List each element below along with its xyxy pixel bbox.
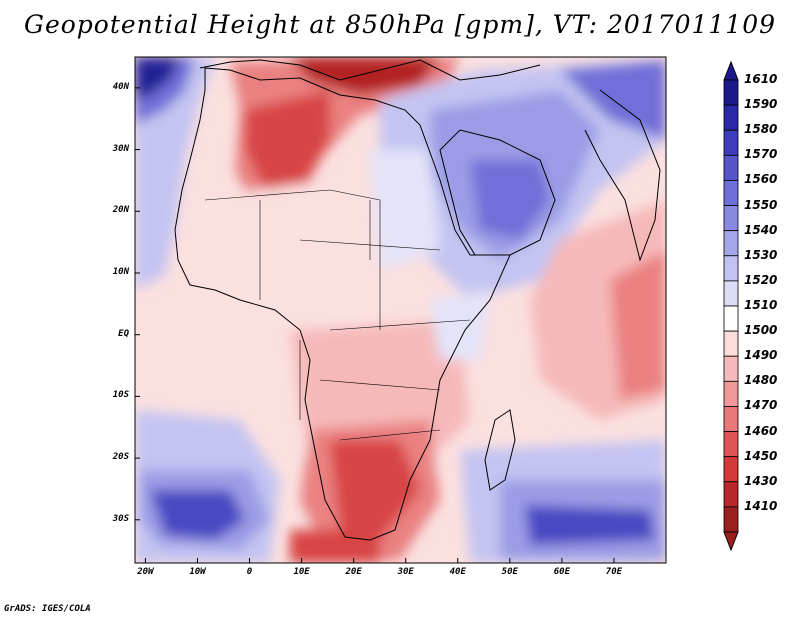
colorbar-segment [723,129,739,156]
colorbar-label: 1510 [744,298,778,312]
colorbar-label: 1450 [744,448,778,463]
colorbar-segment [723,506,739,533]
colorbar-segment [723,280,739,307]
lat-label: 20S [112,452,129,463]
height-field [135,57,666,563]
lon-label: 10W [189,567,206,577]
colorbar-segment [723,456,739,483]
lon-label: 70E [605,567,623,577]
colorbar-segment [723,180,739,206]
lon-label: 50E [501,567,518,577]
field-southern-darkred [330,440,420,540]
colorbar-label: 1560 [744,172,778,187]
africa-coastline [174,67,511,541]
colorbar-label: 1550 [744,197,778,212]
lon-label: 30E [397,567,414,577]
lat-label: 10N [112,266,129,277]
field-sindian-navy [525,505,655,545]
field-satlantic-navy [150,490,245,540]
colorbar-segment [723,380,739,407]
lat-label: 30S [112,513,129,524]
colorbar-bottom-arrow [723,531,739,552]
colorbar-label: 1480 [744,373,778,388]
colorbar-label: 1610 [744,72,778,86]
lat-label: 20N [112,205,129,216]
colorbar-label: 1410 [744,498,778,513]
lat-label: EQ [118,328,129,339]
colorbar-label: 1590 [744,97,778,112]
colorbar-segment [723,205,739,232]
colorbar-label: 1490 [744,348,778,363]
colorbar-segment [723,255,739,282]
lon-label: 20W [137,567,154,577]
borders [204,189,471,441]
map-title: Geopotential Height at 850hPa [gpm], VT:… [23,10,777,39]
field-nw-navy [135,57,180,100]
colorbar-label: 1460 [744,423,778,438]
colorbar-segment [723,431,739,458]
plot-frame [134,56,667,564]
lon-label: 0 [246,567,253,577]
lat-label: 10S [112,390,129,401]
colorbar-label: 1470 [744,398,778,413]
madagascar-coastline [484,409,516,491]
field-nafrica-pale [185,180,360,300]
colorbar-label: 1580 [744,122,778,137]
colorbar-top-arrow [723,60,739,81]
field-sahara-red [245,90,330,190]
colorbar-label: 1540 [744,222,778,237]
india-coastline [584,89,661,262]
colorbar-label: 1570 [744,147,778,162]
colorbar-segment [723,406,739,432]
lat-label: 30N [112,143,129,154]
field-south-bottom-red [290,530,380,563]
colorbar [723,60,739,552]
colorbar-segment [723,355,739,382]
lon-label: 10E [293,567,310,577]
lon-label: 20E [345,567,362,577]
axis-ticks [135,87,615,563]
colorbar-label: 1520 [744,272,778,287]
field-nw-blue [135,57,215,290]
field-indian-midred [610,250,666,400]
lat-label: 40N [112,81,129,92]
colorbar-segment [723,330,739,357]
grads-credit: GrADS: IGES/COLA [4,604,91,614]
field-eafrica-paleblue [430,290,490,360]
arabia-coastline [439,129,556,256]
europe-coastline [199,59,541,81]
coastlines [174,59,661,541]
colorbar-label: 1530 [744,247,778,262]
colorbar-segment [723,79,739,106]
field-med-darkred [290,57,440,95]
colorbar-segment [723,230,739,257]
lon-label: 60E [553,567,570,577]
colorbar-segment [723,481,739,508]
colorbar-segment [723,154,739,181]
field-center-paleblue [370,150,440,270]
colorbar-segment [723,305,739,332]
colorbar-label: 1430 [744,473,778,488]
field-arabia-dark [470,160,550,240]
colorbar-label: 1500 [744,323,778,338]
colorbar-segment [723,104,739,131]
lon-label: 40E [449,567,466,577]
